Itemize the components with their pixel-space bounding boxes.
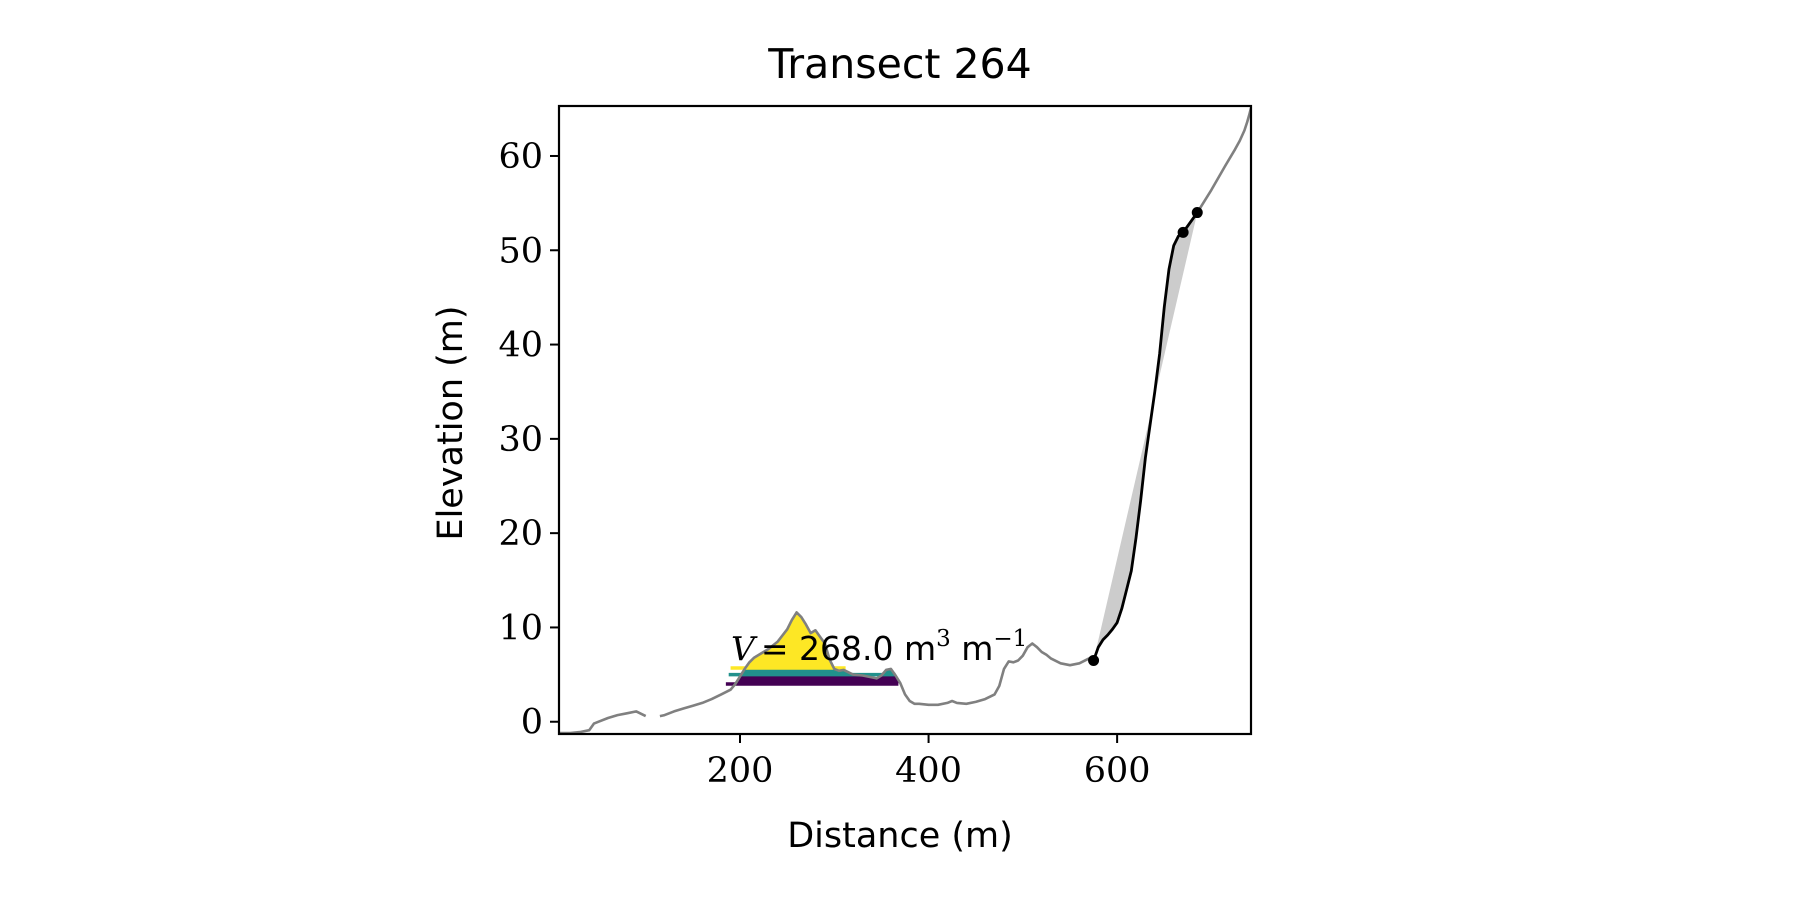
chart-title: Transect 264 bbox=[767, 40, 1031, 88]
y-tick-label: 20 bbox=[498, 514, 543, 554]
x-tick-label: 600 bbox=[1084, 751, 1151, 791]
y-tick-label: 0 bbox=[521, 703, 543, 743]
y-tick-label: 60 bbox=[498, 137, 543, 177]
volume-unit-per: m bbox=[951, 629, 994, 668]
x-tick-label: 400 bbox=[895, 751, 962, 791]
volume-value: = 268.0 m bbox=[761, 629, 936, 668]
profile-line bbox=[559, 611, 1095, 734]
cliff-marker-0 bbox=[1088, 654, 1100, 666]
volume-unit-per-exponent: −1 bbox=[993, 626, 1027, 652]
volume-annotation: V = 268.0 m3 m−1 bbox=[731, 626, 1027, 668]
cliff-line bbox=[1092, 211, 1199, 661]
y-tick-label: 50 bbox=[498, 231, 543, 271]
volume-unit-exponent: 3 bbox=[936, 626, 951, 652]
cliff-marker-1 bbox=[1177, 226, 1189, 238]
y-tick-label: 40 bbox=[498, 326, 543, 366]
y-tick-label: 30 bbox=[498, 420, 543, 460]
y-tick-label: 10 bbox=[498, 608, 543, 648]
retreat-area-fill bbox=[1093, 212, 1198, 661]
volume-symbol: V bbox=[731, 629, 758, 668]
y-axis: 0 10 20 30 40 50 60 bbox=[498, 137, 559, 743]
y-axis-label: Elevation (m) bbox=[431, 305, 471, 540]
x-axis-label: Distance (m) bbox=[787, 816, 1013, 856]
cliff-marker-2 bbox=[1191, 207, 1203, 219]
plot-frame bbox=[557, 104, 1253, 736]
x-axis: 200 400 600 bbox=[707, 734, 1151, 791]
volume-layer-yellow bbox=[730, 612, 846, 668]
upper-slope-line bbox=[1182, 107, 1251, 234]
x-tick-label: 200 bbox=[707, 751, 774, 791]
plot-area bbox=[559, 107, 1251, 734]
